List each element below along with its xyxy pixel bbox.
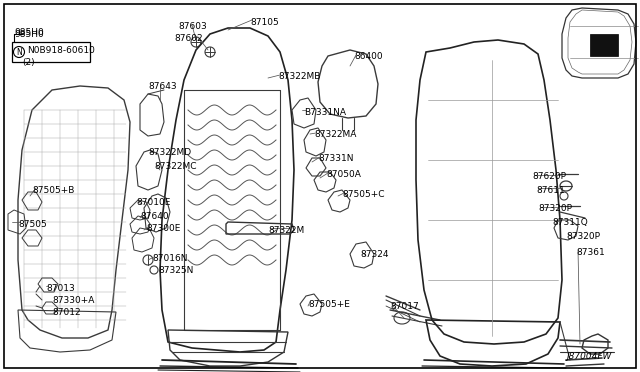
Text: N0B918-60610: N0B918-60610 bbox=[27, 46, 95, 55]
Text: 87505+E: 87505+E bbox=[308, 300, 350, 309]
Text: 87322MD: 87322MD bbox=[148, 148, 191, 157]
Text: 87016N: 87016N bbox=[152, 254, 188, 263]
Text: 87017: 87017 bbox=[390, 302, 419, 311]
Text: J87004FW: J87004FW bbox=[566, 352, 611, 361]
Text: 87050A: 87050A bbox=[326, 170, 361, 179]
Text: 87105: 87105 bbox=[250, 18, 279, 27]
Text: 87620P: 87620P bbox=[532, 172, 566, 181]
Bar bbox=[12, 42, 90, 62]
Text: 87643: 87643 bbox=[148, 82, 177, 91]
Text: 87640: 87640 bbox=[140, 212, 168, 221]
Text: 87603: 87603 bbox=[178, 22, 207, 31]
Text: 87611: 87611 bbox=[536, 186, 564, 195]
Text: 87322M: 87322M bbox=[268, 226, 304, 235]
Text: 87602: 87602 bbox=[174, 34, 203, 43]
Text: 87322MB: 87322MB bbox=[278, 72, 321, 81]
Circle shape bbox=[13, 46, 24, 58]
Text: 87322MA: 87322MA bbox=[314, 130, 356, 139]
Text: 87010E: 87010E bbox=[136, 198, 170, 207]
Text: 87330+A: 87330+A bbox=[52, 296, 94, 305]
Bar bbox=[590, 34, 618, 56]
Text: 87505: 87505 bbox=[18, 220, 47, 229]
Text: B7331NA: B7331NA bbox=[304, 108, 346, 117]
Text: 87325N: 87325N bbox=[158, 266, 193, 275]
Text: 87322MC: 87322MC bbox=[154, 162, 196, 171]
Text: 87505+C: 87505+C bbox=[342, 190, 385, 199]
Text: 87324: 87324 bbox=[360, 250, 388, 259]
Text: 87320P: 87320P bbox=[538, 204, 572, 213]
Text: 87331N: 87331N bbox=[318, 154, 353, 163]
Text: 87505+B: 87505+B bbox=[32, 186, 74, 195]
Text: 87361: 87361 bbox=[576, 248, 605, 257]
Text: (2): (2) bbox=[22, 58, 35, 67]
Text: 87013: 87013 bbox=[46, 284, 75, 293]
Text: 87320P: 87320P bbox=[566, 232, 600, 241]
Text: 87311Q: 87311Q bbox=[552, 218, 588, 227]
Text: N: N bbox=[16, 48, 22, 57]
Text: 985H0: 985H0 bbox=[14, 28, 44, 37]
Text: 87012: 87012 bbox=[52, 308, 81, 317]
Text: 985H0: 985H0 bbox=[14, 30, 44, 39]
Text: 86400: 86400 bbox=[354, 52, 383, 61]
Text: 87300E: 87300E bbox=[146, 224, 180, 233]
